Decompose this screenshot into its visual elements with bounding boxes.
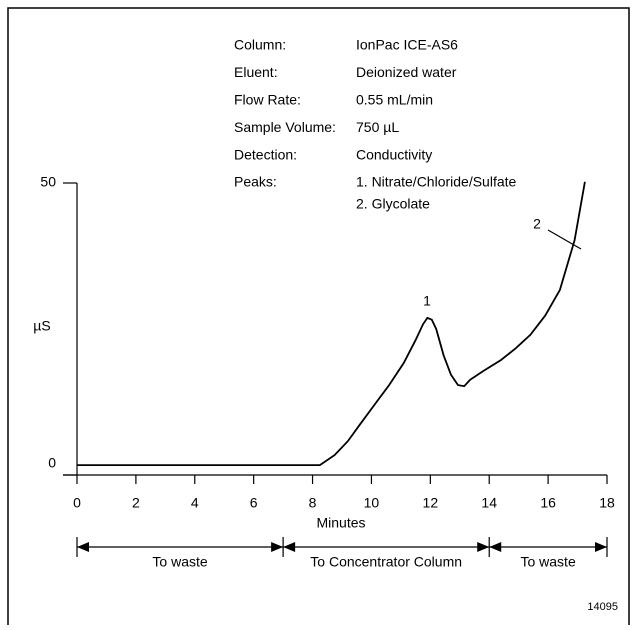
x-tick-label: 10 (364, 495, 380, 511)
x-tick-label: 12 (423, 495, 439, 511)
arrowhead (77, 542, 89, 552)
info-value: IonPac ICE-AS6 (356, 37, 458, 53)
peak-label: 2 (533, 216, 541, 232)
x-tick-label: 4 (191, 495, 199, 511)
x-tick-label: 18 (599, 495, 615, 511)
x-axis-label: Minutes (316, 515, 365, 531)
segment-label: To Concentrator Column (310, 554, 462, 570)
arrowhead (283, 542, 296, 552)
arrowhead (595, 542, 607, 552)
x-tick-label: 0 (73, 495, 81, 511)
info-value: Deionized water (356, 64, 457, 80)
info-label: Column: (234, 37, 286, 53)
arrowhead (489, 542, 502, 552)
info-label: Detection: (234, 146, 297, 162)
info-label: Sample Volume: (234, 119, 336, 135)
x-tick-label: 6 (250, 495, 258, 511)
info-label: Flow Rate: (234, 92, 301, 108)
y-tick-label: 0 (48, 455, 56, 471)
x-tick-label: 16 (540, 495, 556, 511)
info-label: Peaks: (234, 174, 277, 190)
segment-label: To waste (520, 554, 575, 570)
y-axis-label: µS (33, 318, 50, 334)
frame (7, 7, 630, 625)
x-tick-label: 14 (481, 495, 497, 511)
info-value: 0.55 mL/min (356, 92, 433, 108)
peak-label: 1 (423, 293, 431, 309)
segment-label: To waste (152, 554, 207, 570)
signal-line (77, 181, 586, 466)
figure-id: 14095 (587, 601, 618, 613)
y-tick-label: 50 (40, 174, 56, 190)
info-value: 2. Glycolate (356, 196, 430, 212)
arrowhead (271, 542, 284, 552)
info-value: Conductivity (356, 146, 432, 162)
peak-marker (547, 229, 582, 250)
info-label: Eluent: (234, 64, 278, 80)
arrowhead (477, 542, 490, 552)
info-value: 1. Nitrate/Chloride/Sulfate (356, 174, 517, 190)
info-value: 750 µL (356, 119, 399, 135)
x-tick-label: 2 (132, 495, 140, 511)
x-tick-label: 8 (309, 495, 317, 511)
